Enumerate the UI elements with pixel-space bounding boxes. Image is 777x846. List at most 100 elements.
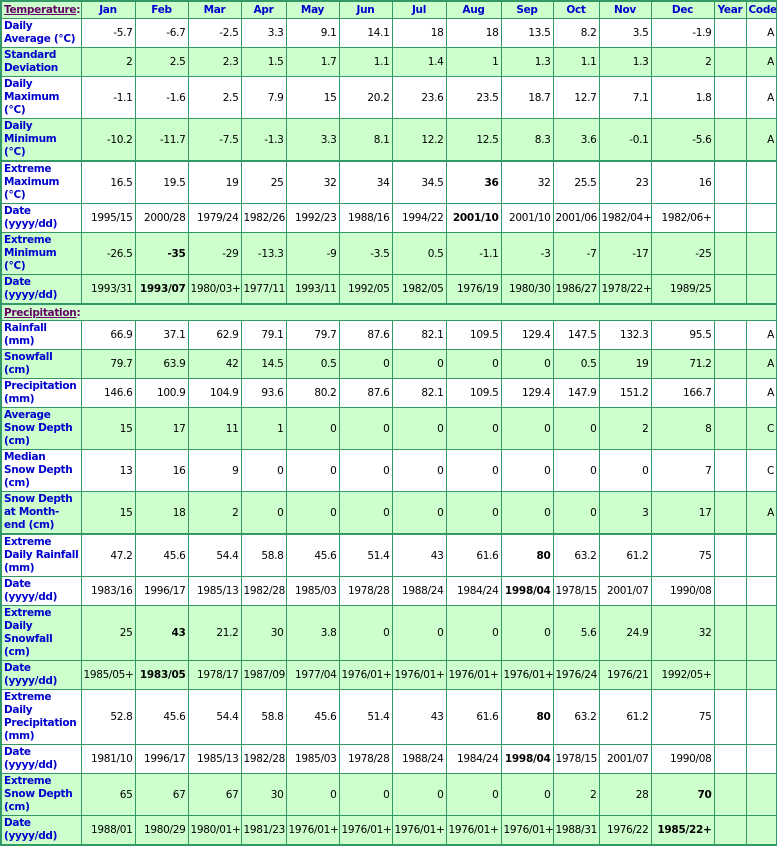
value-cell: 0 [391,349,447,379]
value-cell: 47.2 [80,533,136,577]
value-cell: 51.4 [338,533,393,577]
value-cell: -13.3 [240,232,287,275]
value-cell: -1.9 [650,18,715,48]
value-cell: 1988/01 [80,815,136,846]
value-cell: 1989/25 [650,274,715,305]
table-row: Date (yyyy/dd) 1988/01 1980/29 1980/01+ 1981… [0,815,777,846]
value-cell: 0 [338,407,393,450]
value-cell: 1988/16 [338,203,393,233]
value-cell: 23.5 [445,76,502,119]
value-cell: 0 [391,407,447,450]
value-cell: -3 [500,232,554,275]
record-value: 1983/05 [139,669,186,681]
value-cell: 1978/17 [187,660,242,690]
value-cell: 1985/03 [285,744,340,774]
value-cell: 17 [650,491,715,535]
col-year: Year [713,0,747,19]
value-cell: -17 [598,232,652,275]
value-cell: 34 [338,160,393,204]
value-cell: -7 [552,232,600,275]
code-cell: A [745,491,777,535]
value-cell: 24.9 [598,605,652,661]
value-cell: 1981/23 [240,815,287,846]
value-cell: 58.8 [240,689,287,745]
value-cell: 0 [240,491,287,535]
table-row: Extreme Daily Snowfall (cm) 25 43 21.2 30 3.8… [0,605,777,661]
value-cell: 2 [598,407,652,450]
value-cell: 79.7 [285,320,340,350]
value-cell: 1976/01+ [285,815,340,846]
value-cell: -2.5 [187,18,242,48]
value-cell: 1990/08 [650,576,715,606]
value-cell: 0.5 [285,349,340,379]
row-label: Daily Maximum (°C) [0,76,82,119]
value-cell: 63.9 [134,349,189,379]
code-cell [745,576,777,606]
value-cell: 20.2 [338,76,393,119]
value-cell: 18 [391,18,447,48]
value-cell: 7 [650,449,715,492]
table-row: Snow Depth at Month-end (cm) 15 18 2 0 0 0 0 0 0 0… [0,491,777,535]
value-cell: 147.5 [552,320,600,350]
row-label: Median Snow Depth (cm) [0,449,82,492]
value-cell: 43 [391,689,447,745]
value-cell: 15 [80,407,136,450]
col-nov: Nov [598,0,652,19]
value-cell: 0 [500,449,554,492]
section-title-precipitation[interactable]: Precipitation: [0,303,777,321]
value-cell: 18 [445,18,502,48]
value-cell: -7.5 [187,118,242,162]
col-jul: Jul [391,0,447,19]
value-cell: 25 [240,160,287,204]
value-cell: 1978/15 [552,744,600,774]
table-row: Standard Deviation 2 2.5 2.3 1.5 1.7 1.1 1.4 1 1.… [0,47,777,77]
value-cell: 0 [552,407,600,450]
value-cell: 45.6 [134,533,189,577]
value-cell: 1976/21 [598,660,652,690]
value-cell: 61.6 [445,689,502,745]
table-row: Date (yyyy/dd) 1985/05+ 1983/05 1978/17 1987… [0,660,777,690]
table-body: Daily Average (°C) -5.7 -6.7 -2.5 3.3 9.1 14.1… [0,18,777,846]
code-cell [745,605,777,661]
year-cell [713,320,747,350]
value-cell: -1.1 [80,76,136,119]
value-cell: 1976/01+ [500,660,554,690]
row-label: Date (yyyy/dd) [0,815,82,846]
value-cell: -5.6 [650,118,715,162]
value-cell: 1976/19 [445,274,502,305]
value-cell: 51.4 [338,689,393,745]
value-cell: 14.1 [338,18,393,48]
section-title-temperature[interactable]: Temperature: [0,0,82,19]
value-cell: 1988/24 [391,576,447,606]
value-cell: 2.3 [187,47,242,77]
value-cell: 1.8 [650,76,715,119]
value-cell: 1982/05 [391,274,447,305]
value-cell: 1976/01+ [338,815,393,846]
value-cell: 52.8 [80,689,136,745]
value-cell: 109.5 [445,320,502,350]
value-cell: 1982/26 [240,203,287,233]
year-cell [713,533,747,577]
value-cell: 5.6 [552,605,600,661]
value-cell: 1978/28 [338,744,393,774]
record-value: 1993/07 [139,283,186,295]
value-cell: 30 [240,605,287,661]
value-cell: 0 [552,491,600,535]
value-cell: 1.1 [552,47,600,77]
value-cell: 1993/11 [285,274,340,305]
row-label: Extreme Maximum (°C) [0,160,82,204]
value-cell: 2001/07 [598,744,652,774]
value-cell: 2 [187,491,242,535]
value-cell: 2001/07 [598,576,652,606]
value-cell: 1976/01+ [445,660,502,690]
value-cell: 1.3 [500,47,554,77]
value-cell: 62.9 [187,320,242,350]
value-cell: -9 [285,232,340,275]
code-cell [745,815,777,846]
value-cell: 79.7 [80,349,136,379]
value-cell: 61.6 [445,533,502,577]
value-cell: 0 [552,449,600,492]
value-cell: 16.5 [80,160,136,204]
row-label: Rainfall (mm) [0,320,82,350]
value-cell: 0 [338,449,393,492]
